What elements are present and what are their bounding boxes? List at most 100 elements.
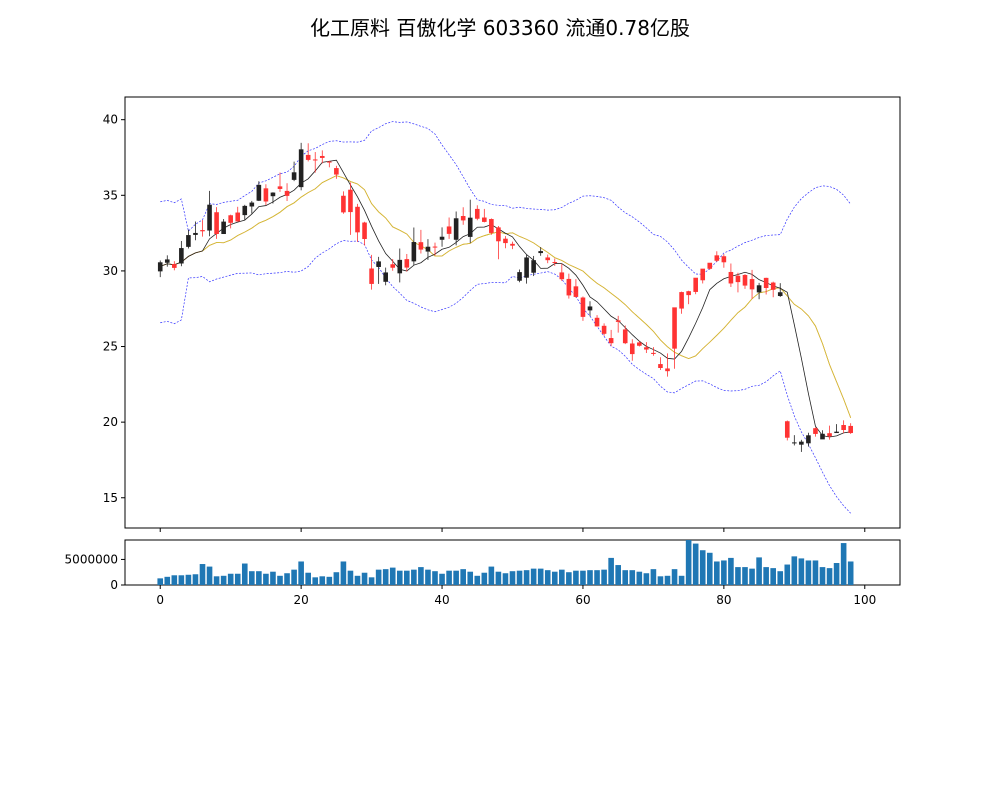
volume-bar	[375, 569, 382, 585]
volume-bar	[770, 568, 776, 585]
volume-bar	[594, 570, 600, 585]
candle-body	[327, 161, 332, 163]
volume-bar	[784, 564, 791, 585]
ma20-line	[160, 175, 852, 418]
x-tick-label: 80	[716, 593, 731, 607]
candle-body	[658, 364, 663, 369]
price-y-tick-label: 30	[103, 264, 118, 278]
price-y-tick-label: 35	[103, 188, 118, 202]
candle-body	[770, 282, 776, 290]
candle-body	[559, 272, 565, 280]
bollinger-lower-line	[160, 240, 851, 514]
volume-bar	[516, 570, 523, 585]
volume-bar	[460, 569, 466, 585]
candle-body	[249, 202, 255, 207]
candle-body	[587, 306, 593, 311]
candle-body	[348, 189, 353, 213]
candle-body	[622, 329, 628, 344]
candle-body	[784, 421, 790, 438]
candle-body	[284, 190, 290, 196]
candle-body	[608, 338, 614, 344]
volume-bar	[241, 563, 248, 585]
candle-body	[164, 259, 170, 263]
candle-body	[270, 192, 276, 197]
candle-body	[362, 222, 367, 240]
volume-bar	[354, 575, 361, 585]
volume-bar	[213, 576, 220, 585]
price-y-tick-label: 25	[103, 340, 118, 354]
candle-body	[827, 433, 832, 437]
candle-body	[594, 317, 600, 327]
chart-title: 化工原料 百傲化学 603360 流通0.78亿股	[310, 16, 690, 40]
volume-bar	[833, 563, 840, 585]
volume-bar	[481, 572, 488, 585]
volume-bar	[530, 568, 537, 585]
candle-body	[207, 204, 212, 231]
candle-body	[214, 212, 219, 235]
candle-body	[672, 307, 677, 349]
ma10-line	[160, 175, 852, 418]
volume-bar	[692, 543, 699, 585]
volume-panel: 0 20 40 60 80 100 0 5000000	[65, 539, 901, 607]
volume-bar	[805, 560, 812, 585]
volume-bar	[826, 568, 833, 585]
price-y-tick-label: 40	[103, 113, 118, 127]
volume-bar	[608, 557, 614, 585]
candle-body	[503, 238, 508, 244]
candle-body	[460, 216, 466, 221]
volume-bar	[396, 570, 403, 585]
volume-bar	[185, 574, 192, 585]
candle-body	[545, 257, 551, 261]
volume-bar	[763, 567, 769, 585]
volume-bar	[650, 569, 657, 585]
candle-body	[728, 271, 734, 284]
candle-body	[566, 278, 572, 296]
volume-bar	[347, 570, 354, 585]
volume-bar	[509, 571, 516, 585]
candle-body	[806, 435, 811, 444]
candle-body	[256, 184, 262, 201]
volume-bar	[756, 557, 762, 585]
volume-bar	[389, 567, 396, 585]
candle-body	[629, 343, 635, 355]
candle-body	[418, 242, 424, 250]
price-panel: 15 20 25 30 35 40	[103, 96, 901, 532]
candle-body	[453, 218, 459, 240]
candle-body	[517, 272, 522, 281]
volume-bar	[333, 572, 340, 585]
volume-bar	[544, 570, 551, 585]
volume-bar	[284, 573, 290, 585]
candle-body	[179, 248, 184, 264]
candle-body	[841, 425, 846, 431]
x-tick-label: 40	[434, 593, 449, 607]
candle-body	[305, 154, 311, 160]
volume-bar	[361, 572, 368, 585]
candle-body	[312, 159, 318, 161]
volume-bar	[636, 571, 643, 585]
volume-y-tick-label: 0	[110, 578, 118, 592]
candle-body	[820, 433, 825, 440]
candle-body	[319, 155, 325, 158]
candle-body	[742, 274, 748, 286]
volume-bar	[305, 572, 311, 585]
candle-body	[474, 208, 480, 219]
volume-bar	[559, 569, 565, 585]
volume-bar	[601, 569, 607, 585]
candle-body	[172, 264, 177, 268]
candle-body	[756, 285, 762, 293]
volume-bar	[432, 571, 438, 585]
candle-body	[700, 268, 706, 281]
volume-bar	[474, 575, 481, 585]
volume-bar	[234, 573, 241, 585]
candle-body	[813, 428, 818, 434]
candle-body	[341, 195, 346, 213]
volume-bar	[178, 575, 185, 585]
volume-bar	[220, 575, 227, 585]
candle-body	[263, 188, 269, 202]
candle-body	[763, 277, 769, 289]
volume-bar	[298, 561, 304, 585]
candle-body	[291, 172, 297, 180]
candle-body	[531, 260, 536, 273]
candle-body	[221, 221, 226, 235]
